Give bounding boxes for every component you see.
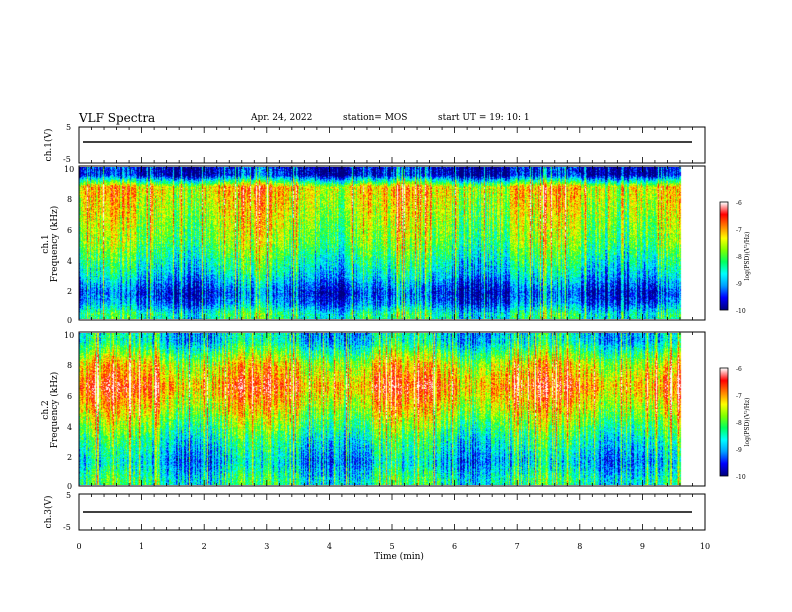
- x-tick-label: 6: [452, 542, 457, 551]
- cb2-tick: -10: [736, 474, 746, 481]
- x-tick-label: 3: [264, 542, 269, 551]
- x-tick-label: 5: [389, 542, 394, 551]
- cb1-tick: -8: [736, 254, 742, 261]
- ch2-ytick-6: 6: [67, 392, 72, 401]
- ch2-spectrogram-image: [79, 333, 693, 485]
- ch1-ytick-2: 2: [67, 287, 72, 296]
- chart-title: VLF Spectra: [79, 111, 156, 125]
- ch1-ylabel-channel: ch.1: [41, 234, 51, 253]
- ch2-ylabel-channel: ch.2: [41, 400, 51, 419]
- cb1-tick: -10: [736, 308, 746, 315]
- ch1-ytick-10: 10: [64, 165, 74, 174]
- axis-ticks: [78, 127, 706, 530]
- x-tick-label: 7: [515, 542, 520, 551]
- date-label: Apr. 24, 2022: [251, 113, 313, 123]
- ch2-ytick-2: 2: [67, 453, 72, 462]
- ch1v-ytick-5: 5: [66, 123, 71, 132]
- ch2-ytick-4: 4: [67, 423, 72, 432]
- ch1-spectrogram-image: [79, 167, 693, 319]
- x-tick-label: 0: [76, 542, 81, 551]
- ch1-voltage-panel: 5 -5 ch.1(V): [43, 123, 706, 164]
- cb2-label: log(PSD)(V²/Hz): [744, 398, 751, 447]
- ch2-ytick-10: 10: [64, 331, 74, 340]
- ch2-ylabel-frequency: Frequency (kHz): [49, 372, 60, 449]
- station-label: station= MOS: [343, 113, 408, 123]
- ch3-voltage-panel: 5 -5 ch.3(V): [43, 491, 706, 532]
- ch2-spectrogram-panel: 10 8 6 4 2 0 ch.2 Frequency (kHz): [41, 331, 706, 491]
- x-tick-label: 1: [139, 542, 144, 551]
- x-tick-label: 9: [640, 542, 645, 551]
- x-tick-label: 2: [202, 542, 207, 551]
- ch1v-ylabel: ch.1(V): [43, 129, 54, 162]
- ch3v-ytick-m5: -5: [63, 523, 71, 532]
- cb2-tick: -6: [736, 366, 742, 373]
- ch2-ytick-0: 0: [67, 482, 72, 491]
- cb1-tick: -6: [736, 200, 742, 207]
- ch1v-ytick-m5: -5: [63, 155, 71, 164]
- x-axis: 0 1 2 3 4 5 6 7 8 9 10 Time (min): [76, 542, 710, 562]
- cb2-tick: -8: [736, 420, 742, 427]
- colorbar-1: -6 -7 -8 -9 -10 log(PSD)(V²/Hz): [719, 200, 751, 315]
- cb1-label: log(PSD)(V²/Hz): [744, 232, 751, 281]
- start-time-label: start UT = 19: 10: 1: [438, 113, 530, 123]
- x-tick-label: 10: [700, 542, 710, 551]
- ch2-ytick-8: 8: [67, 361, 72, 370]
- ch1-ytick-8: 8: [67, 195, 72, 204]
- ch1-ytick-4: 4: [67, 257, 72, 266]
- cb2-tick: -9: [736, 447, 742, 454]
- ch1-ylabel-frequency: Frequency (kHz): [49, 206, 60, 283]
- colorbar-2: -6 -7 -8 -9 -10 log(PSD)(V²/Hz): [719, 366, 751, 481]
- cb1-tick: -7: [736, 227, 742, 234]
- x-axis-label: Time (min): [374, 551, 424, 562]
- ch3v-ylabel: ch.3(V): [43, 496, 54, 529]
- ch3v-ytick-5: 5: [66, 491, 71, 500]
- cb1-tick: -9: [736, 281, 742, 288]
- x-tick-label: 8: [577, 542, 582, 551]
- colorbar-2-image: [720, 368, 728, 476]
- colorbar-1-image: [720, 202, 728, 310]
- x-tick-label: 4: [327, 542, 332, 551]
- ch1-ytick-0: 0: [67, 316, 72, 325]
- cb2-tick: -7: [736, 393, 742, 400]
- ch1-ytick-6: 6: [67, 226, 72, 235]
- ch1-spectrogram-panel: 10 8 6 4 2 0 ch.1 Frequency (kHz): [41, 165, 706, 325]
